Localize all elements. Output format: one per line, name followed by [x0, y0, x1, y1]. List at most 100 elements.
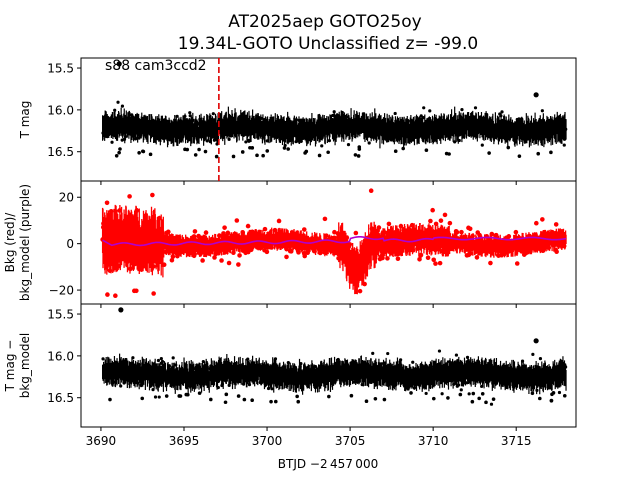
bkg-point	[324, 233, 329, 238]
data-point	[349, 121, 353, 125]
bkg-point	[196, 233, 201, 239]
data-point	[135, 114, 139, 118]
data-point	[188, 111, 192, 115]
data-point	[428, 131, 432, 135]
data-point	[556, 364, 561, 368]
bkg-point	[528, 243, 533, 249]
bkg-point	[466, 225, 471, 231]
data-point	[212, 366, 216, 370]
bkg-model-line	[102, 235, 567, 247]
data-point	[227, 137, 231, 141]
data-point	[425, 365, 429, 369]
bkg-point	[162, 245, 167, 250]
data-point	[465, 127, 469, 131]
bkg-point	[305, 250, 310, 256]
data-point	[157, 395, 161, 399]
data-point	[417, 134, 421, 139]
data-point	[324, 372, 328, 376]
bkg-point	[237, 253, 242, 258]
data-point	[172, 372, 176, 376]
data-point	[511, 133, 515, 137]
bkg-point	[347, 242, 353, 247]
outlier-point	[533, 92, 539, 98]
data-point	[436, 366, 440, 370]
data-point	[549, 398, 554, 403]
bkg-point	[137, 246, 143, 252]
data-point	[364, 399, 369, 404]
data-point	[250, 398, 254, 403]
bkg-point	[226, 260, 232, 266]
data-point	[247, 382, 252, 387]
data-point	[203, 136, 207, 141]
data-point	[160, 359, 165, 364]
data-point	[370, 117, 374, 121]
data-point	[242, 382, 246, 386]
data-point	[340, 110, 344, 115]
data-point	[418, 376, 423, 380]
bkg-point	[162, 234, 168, 239]
bkg-point	[169, 257, 175, 263]
data-point	[224, 392, 229, 397]
bkg-point	[488, 260, 493, 266]
data-point	[119, 384, 123, 388]
data-point	[223, 373, 227, 377]
data-point	[208, 397, 213, 402]
data-point	[459, 373, 464, 377]
data-point	[297, 118, 301, 122]
data-point	[215, 142, 219, 146]
data-point	[504, 385, 508, 389]
data-point	[193, 366, 197, 371]
data-point	[382, 397, 387, 402]
bkg-point	[107, 268, 113, 273]
data-point	[360, 120, 365, 124]
data-point	[452, 131, 456, 135]
data-point	[539, 373, 543, 377]
bkg-point	[393, 234, 398, 239]
bkg-point	[368, 188, 374, 193]
data-point	[206, 374, 210, 378]
bkg-point	[474, 240, 479, 245]
bkg-point	[534, 220, 539, 226]
data-point	[175, 114, 179, 118]
data-point	[157, 380, 161, 384]
data-point	[440, 392, 444, 396]
bkg-point	[243, 250, 248, 256]
data-point	[480, 143, 484, 147]
bkg-point	[377, 256, 383, 262]
data-point	[520, 134, 525, 138]
data-point	[112, 117, 116, 121]
data-point	[429, 128, 433, 132]
data-point	[327, 394, 331, 399]
bkg-point	[269, 245, 274, 250]
bkg-point	[322, 249, 327, 255]
data-point	[145, 128, 150, 132]
data-point	[412, 374, 416, 378]
data-point	[209, 378, 213, 382]
data-point	[182, 369, 186, 373]
data-point	[353, 153, 358, 157]
data-point	[412, 386, 416, 390]
data-point	[541, 128, 546, 133]
bkg-point	[189, 247, 195, 253]
y-axis-label-background: Bkg (red)/bkg_model (purple)	[3, 184, 32, 301]
data-point	[118, 127, 122, 131]
bkg-point	[410, 248, 416, 253]
bkg-point	[106, 237, 112, 242]
data-point	[470, 399, 475, 404]
data-point	[390, 127, 394, 131]
chart-title-line2: 19.34L-GOTO Unclassified z= -99.0	[178, 34, 478, 54]
data-point	[189, 373, 193, 377]
bkg-point	[541, 231, 547, 236]
bkg-point	[151, 264, 156, 269]
data-point	[355, 126, 359, 130]
data-point	[395, 130, 400, 134]
y-axis-label-t-mag-bkg_model: T mag −bkg_model	[3, 333, 32, 399]
panel-3-series-t-mag-bkg_model	[101, 307, 568, 406]
data-point	[542, 126, 546, 130]
bkg-point	[125, 220, 131, 225]
data-point	[208, 118, 213, 122]
bkg-point	[284, 246, 289, 252]
data-point	[317, 130, 322, 134]
bkg-point	[447, 220, 453, 226]
bkg-point	[441, 232, 447, 237]
